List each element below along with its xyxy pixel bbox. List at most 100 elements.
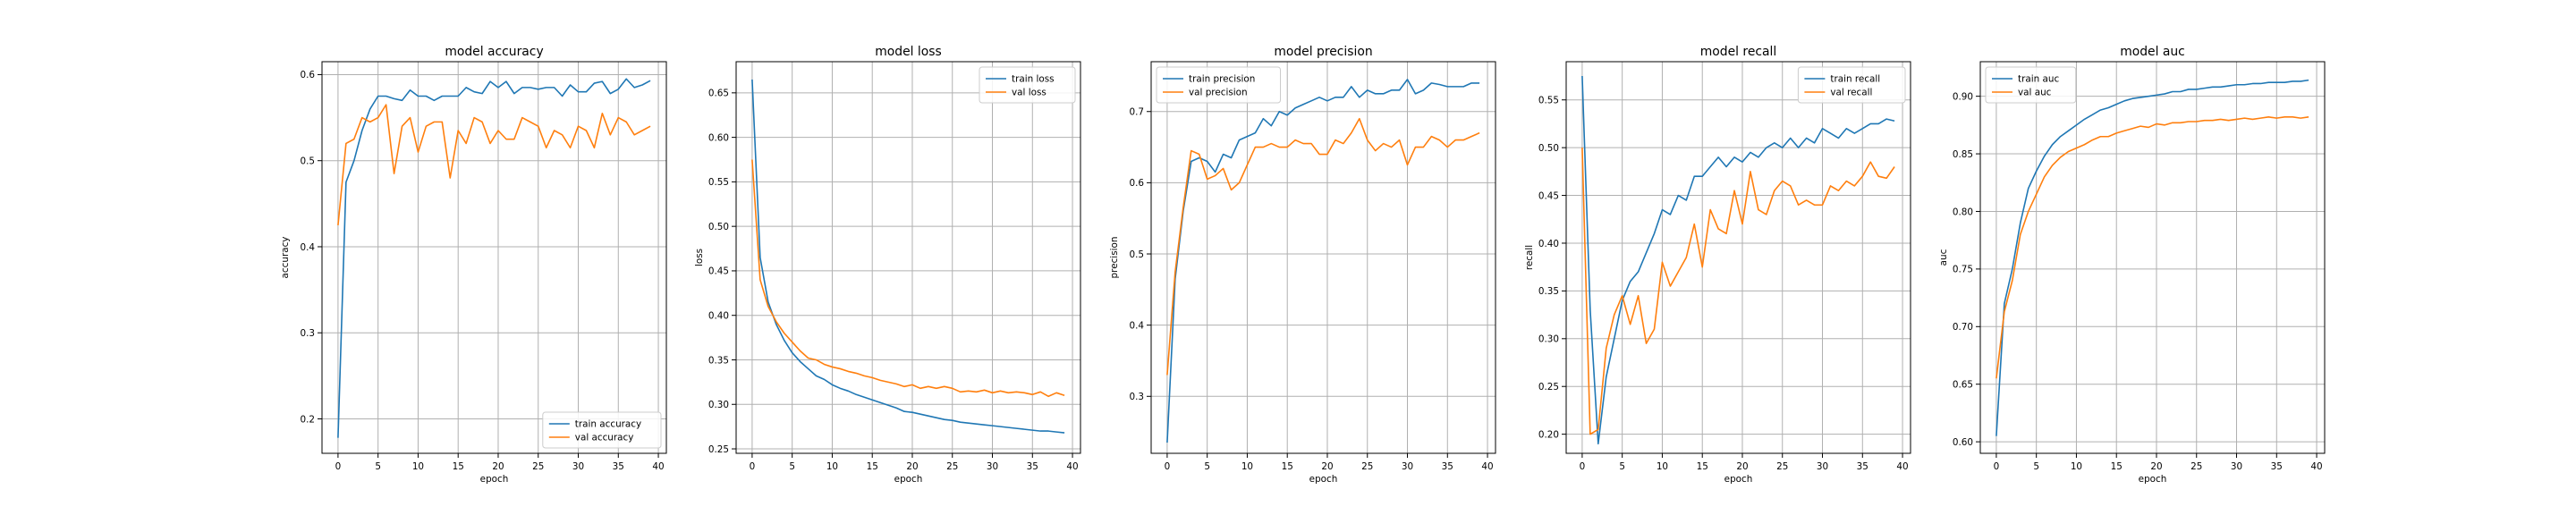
y-tick-label: 0.30 <box>1538 334 1559 345</box>
x-tick-label: 10 <box>826 461 838 472</box>
legend-box <box>542 411 662 449</box>
x-tick-label: 30 <box>1817 461 1828 472</box>
x-tick-label: 15 <box>453 461 464 472</box>
legend-entry: val precision <box>1189 88 1248 98</box>
y-tick-label: 0.45 <box>708 266 729 277</box>
chart-title: model accuracy <box>445 45 543 59</box>
y-tick-label: 0.40 <box>1538 239 1559 249</box>
y-tick-label: 0.40 <box>708 311 729 322</box>
legend-entry: train recall <box>1830 74 1880 85</box>
x-axis-label: epoch <box>894 474 923 485</box>
series-line-train-accuracy <box>337 78 651 438</box>
x-tick-label: 40 <box>1481 461 1493 472</box>
x-tick-label: 20 <box>2150 461 2162 472</box>
series-line-train-auc <box>1996 79 2309 436</box>
x-tick-label: 25 <box>1361 461 1373 472</box>
y-tick-label: 0.25 <box>708 444 729 455</box>
y-tick-label: 0.65 <box>1953 380 1973 391</box>
x-tick-label: 10 <box>1657 461 1668 472</box>
chart-title: model precision <box>1274 45 1372 59</box>
x-tick-label: 20 <box>1321 461 1333 472</box>
y-tick-label: 0.45 <box>1538 190 1559 201</box>
x-tick-label: 20 <box>1736 461 1748 472</box>
y-tick-label: 0.60 <box>1953 437 1973 448</box>
axes-frame <box>1979 61 2326 454</box>
y-tick-label: 0.80 <box>1953 207 1973 217</box>
legend-entry: val loss <box>1012 88 1046 98</box>
legend: train recall val recall <box>1797 66 1906 104</box>
y-tick-label: 0.3 <box>1129 392 1144 402</box>
x-tick-label: 30 <box>987 461 998 472</box>
x-tick-label: 0 <box>1580 461 1586 472</box>
series-line-val-precision <box>1166 117 1480 376</box>
x-tick-label: 5 <box>1619 461 1625 472</box>
x-tick-label: 15 <box>1282 461 1293 472</box>
y-tick-label: 0.90 <box>1953 91 1973 102</box>
legend-entry: train precision <box>1189 74 1255 85</box>
legend-entry: val accuracy <box>575 433 634 443</box>
legend-entry: train auc <box>2018 74 2059 85</box>
x-tick-label: 25 <box>532 461 544 472</box>
series-line-train-precision <box>1166 79 1480 443</box>
series-line-train-loss <box>751 79 1065 434</box>
x-tick-label: 15 <box>2111 461 2123 472</box>
x-tick-label: 25 <box>1776 461 1788 472</box>
x-tick-label: 30 <box>572 461 584 472</box>
x-tick-label: 25 <box>946 461 958 472</box>
y-tick-label: 0.6 <box>300 70 315 80</box>
x-tick-label: 5 <box>2033 461 2039 472</box>
y-axis-label: precision <box>1109 237 1120 279</box>
x-tick-label: 20 <box>492 461 504 472</box>
y-tick-label: 0.4 <box>300 242 315 253</box>
x-tick-label: 35 <box>613 461 624 472</box>
y-tick-label: 0.6 <box>1129 178 1144 189</box>
series-line-val-loss <box>751 159 1065 398</box>
y-tick-label: 0.3 <box>300 328 315 339</box>
legend-box <box>979 66 1076 104</box>
x-tick-label: 35 <box>1442 461 1453 472</box>
y-tick-label: 0.85 <box>1953 149 1973 160</box>
x-tick-label: 0 <box>750 461 756 472</box>
y-tick-label: 0.35 <box>1538 286 1559 297</box>
series-line-val-accuracy <box>337 104 651 225</box>
y-axis-label: loss <box>694 249 705 266</box>
x-tick-label: 0 <box>1165 461 1171 472</box>
y-tick-label: 0.70 <box>1953 322 1973 333</box>
y-axis-label: accuracy <box>280 237 291 279</box>
x-tick-label: 5 <box>375 461 381 472</box>
axes-frame <box>321 61 667 454</box>
y-tick-label: 0.50 <box>708 222 729 232</box>
x-tick-label: 35 <box>1027 461 1038 472</box>
series-line-train-recall <box>1581 75 1895 445</box>
legend: train auc val auc <box>1985 66 2077 104</box>
axes-frame <box>735 61 1081 454</box>
chart-panel-4: 0 5 10 15 20 25 30 35 40 0.20 0.25 0.30 0.35 0.40 0.45… <box>1524 45 1911 485</box>
x-tick-label: 10 <box>1241 461 1253 472</box>
x-tick-label: 30 <box>1402 461 1413 472</box>
y-tick-label: 0.25 <box>1538 382 1559 393</box>
y-tick-label: 0.50 <box>1538 143 1559 154</box>
x-tick-label: 10 <box>2071 461 2082 472</box>
x-tick-label: 0 <box>335 461 342 472</box>
x-tick-label: 15 <box>867 461 878 472</box>
y-tick-label: 0.65 <box>708 89 729 99</box>
chart-panel-3: 0 5 10 15 20 25 30 35 40 0.3 0.4 0.5 0.6 0.7 model pre… <box>1109 45 1496 485</box>
y-axis-label: auc <box>1938 249 1949 266</box>
x-tick-label: 40 <box>652 461 664 472</box>
legend: train precision val precision <box>1156 66 1281 104</box>
chart-panel-2: 0 5 10 15 20 25 30 35 40 0.25 0.30 0.35 0.40 0.45 0.50… <box>694 45 1081 485</box>
x-tick-label: 10 <box>412 461 424 472</box>
y-tick-label: 0.5 <box>1129 249 1144 260</box>
chart-panel-1: 0 5 10 15 20 25 30 35 40 0.2 0.3 0.4 0.5 0.6 model acc… <box>280 45 667 485</box>
y-tick-label: 0.30 <box>708 400 729 410</box>
legend: train accuracy val accuracy <box>542 411 662 449</box>
x-tick-label: 5 <box>789 461 795 472</box>
x-tick-label: 40 <box>1896 461 1908 472</box>
legend-entry: train accuracy <box>575 419 641 430</box>
y-axis-label: recall <box>1524 245 1535 270</box>
y-tick-label: 0.20 <box>1538 429 1559 440</box>
chart-title: model recall <box>1700 45 1777 59</box>
series-line-val-recall <box>1581 148 1895 435</box>
y-tick-label: 0.60 <box>708 132 729 143</box>
x-tick-label: 40 <box>2310 461 2322 472</box>
